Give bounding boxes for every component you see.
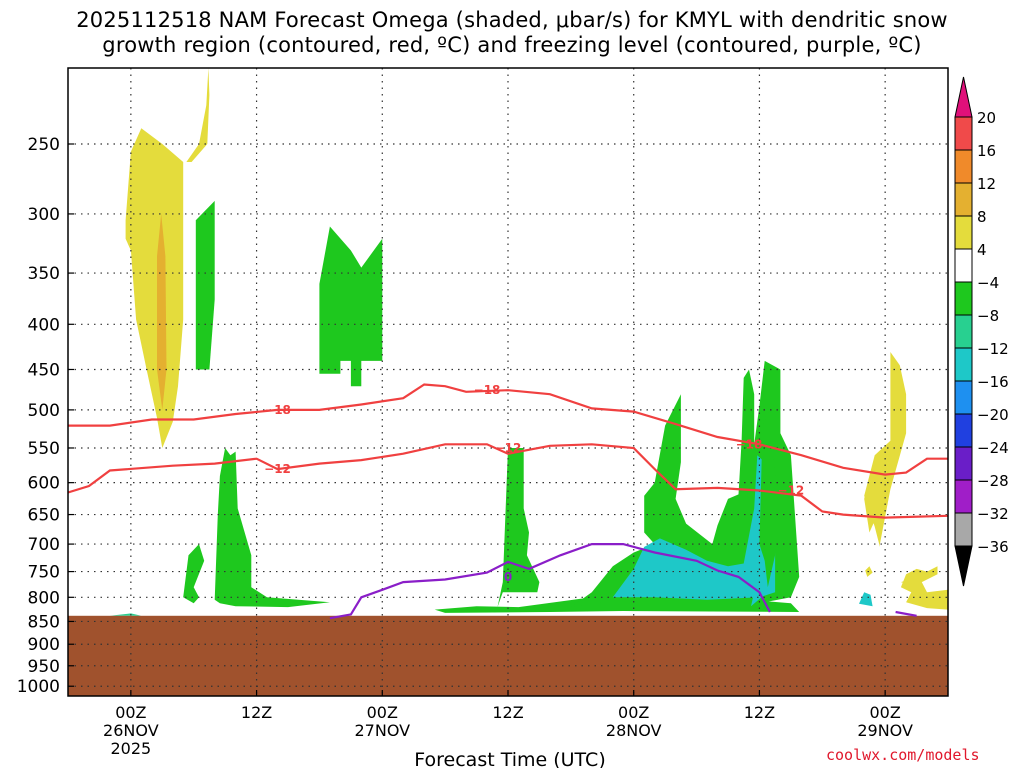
colorbar-bin-6 xyxy=(954,281,973,316)
y-tick-label-250: 250 xyxy=(28,135,60,155)
colorbar-bin-10 xyxy=(954,413,973,448)
x-tick-label-36: 12Z xyxy=(492,703,523,722)
colorbar-label-4: 8 xyxy=(977,208,987,226)
colorbar-bin-12 xyxy=(954,479,973,514)
omega-region-7 xyxy=(183,544,205,604)
colorbar-label-1: 20 xyxy=(977,109,996,127)
omega-region-3 xyxy=(195,200,215,370)
colorbar: 20 16 12 8 4 −4 −8 −12 −16 −20 −24 −28 −32 −36 xyxy=(954,76,1009,587)
colorbar-label-9: −16 xyxy=(977,373,1009,391)
contours: −18 −18 −18 −12 −12 −12 0 xyxy=(68,383,948,620)
x-tick-label-24: 00Z xyxy=(367,703,398,722)
omega-region-9 xyxy=(497,448,540,608)
x-tick-year-0: 2025 xyxy=(110,739,151,758)
colorbar-bin-2 xyxy=(954,149,973,184)
colorbar-label-7: −8 xyxy=(977,307,999,325)
colorbar-label-14: −36 xyxy=(977,538,1009,556)
y-tick-label-650: 650 xyxy=(28,506,60,526)
colorbar-label-8: −12 xyxy=(977,340,1009,358)
x-tick-date-0: 26NOV xyxy=(103,721,159,740)
colorbar-bin-8 xyxy=(954,347,973,382)
grid xyxy=(68,68,948,696)
contour-label-3-1: 0 xyxy=(504,570,512,584)
chart-title-line2: growth region (contoured, red, ºC) and f… xyxy=(102,33,922,57)
contour-label-1-1: −18 xyxy=(264,403,291,417)
colorbar-bin-5 xyxy=(954,248,973,283)
y-tick-label-300: 300 xyxy=(28,205,60,225)
y-tick-label-400: 400 xyxy=(28,315,60,335)
colorbar-label-12: −28 xyxy=(977,472,1009,490)
contour-line-3-extra xyxy=(895,610,917,617)
omega-region-14 xyxy=(751,576,762,607)
x-tick-date-24: 27NOV xyxy=(354,721,410,740)
colorbar-label-11: −24 xyxy=(977,439,1009,457)
omega-region-20 xyxy=(900,579,910,585)
omega-region-12 xyxy=(612,455,776,600)
colorbar-label-13: −32 xyxy=(977,505,1009,523)
y-tick-label-850: 850 xyxy=(28,612,60,632)
y-tick-label-1000: 1000 xyxy=(17,677,60,697)
y-tick-label-700: 700 xyxy=(28,535,60,555)
colorbar-label-2: 16 xyxy=(977,142,996,160)
colorbar-bin-11 xyxy=(954,446,973,481)
terrain-block xyxy=(68,615,948,696)
x-axis-label: Forecast Time (UTC) xyxy=(414,749,605,768)
y-tick-label-600: 600 xyxy=(28,474,60,494)
omega-region-16 xyxy=(864,489,875,533)
omega-region-17 xyxy=(900,566,948,610)
colorbar-bin-4 xyxy=(954,215,973,250)
x-tick-label-48: 00Z xyxy=(618,703,649,722)
omega-region-4 xyxy=(186,68,210,162)
contour-line-3 xyxy=(329,542,771,620)
omega-region-8 xyxy=(109,613,142,616)
colorbar-bin-13 xyxy=(954,512,973,547)
contour-label-2-2: −12 xyxy=(495,441,522,455)
y-tick-label-350: 350 xyxy=(28,264,60,284)
site-credit: coolwx.com/models xyxy=(826,746,980,764)
omega-region-2 xyxy=(157,213,167,410)
contour-line-2 xyxy=(68,443,948,519)
contour-label-2-3: −12 xyxy=(777,484,804,498)
colorbar-max-arrow xyxy=(954,76,973,118)
y-tick-label-550: 550 xyxy=(28,439,60,459)
chart-title-line1: 2025112518 NAM Forecast Omega (shaded, μ… xyxy=(76,8,948,32)
omega-region-1 xyxy=(125,128,184,449)
y-tick-label-800: 800 xyxy=(28,588,60,608)
x-tick-label-12: 12Z xyxy=(241,703,272,722)
omega-region-15 xyxy=(864,352,907,547)
y-tick-label-500: 500 xyxy=(28,401,60,421)
plot-area xyxy=(68,68,948,696)
omega-region-13 xyxy=(759,409,781,588)
colorbar-bin-7 xyxy=(954,314,973,349)
colorbar-label-6: −4 xyxy=(977,274,999,292)
colorbar-label-10: −20 xyxy=(977,406,1009,424)
colorbar-bin-3 xyxy=(954,182,973,217)
colorbar-bin-1 xyxy=(954,116,973,151)
y-tick-label-450: 450 xyxy=(28,360,60,380)
contour-label-1-3: −18 xyxy=(736,437,763,451)
x-tick-label-0: 00Z xyxy=(115,703,146,722)
omega-region-18 xyxy=(859,592,873,607)
x-tick-label-60: 12Z xyxy=(744,703,775,722)
y-tick-label-750: 750 xyxy=(28,563,60,583)
omega-region-5 xyxy=(319,226,383,387)
axes: 250 300 350 400 450 500 550 600 650 700 750 800 850 9… xyxy=(17,135,913,758)
colorbar-label-5: 4 xyxy=(977,241,987,259)
omega-region-6 xyxy=(214,448,330,608)
colorbar-min-arrow xyxy=(954,545,973,587)
y-tick-label-950: 950 xyxy=(28,657,60,677)
colorbar-label-3: 12 xyxy=(977,175,996,193)
y-tick-label-900: 900 xyxy=(28,635,60,655)
x-tick-date-48: 28NOV xyxy=(606,721,662,740)
contour-label-2-1: −12 xyxy=(264,462,291,476)
x-tick-date-72: 29NOV xyxy=(857,721,913,740)
contour-label-1-2: −18 xyxy=(474,383,501,397)
colorbar-bin-9 xyxy=(954,380,973,415)
omega-region-10 xyxy=(434,589,800,613)
contour-line-1 xyxy=(68,383,948,476)
x-tick-label-72: 00Z xyxy=(869,703,900,722)
omega-region-11 xyxy=(570,360,800,608)
